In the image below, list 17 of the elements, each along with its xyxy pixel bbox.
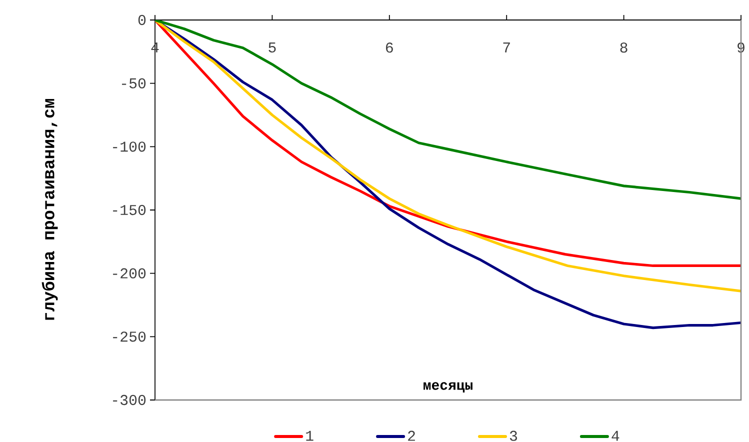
y-tick-label: 0: [138, 14, 146, 26]
x-axis-title: месяцы: [424, 382, 472, 392]
x-tick-label: 8: [620, 42, 628, 53]
y-tick-label: -300: [113, 394, 146, 406]
x-tick-label: 7: [503, 42, 510, 52]
y-tick-label: -200: [113, 268, 146, 278]
y-tick-label: -100: [113, 142, 146, 152]
legend-label: 4: [612, 430, 620, 441]
legend-label: 3: [510, 430, 518, 441]
legend-label: 2: [408, 430, 415, 441]
y-tick-label: -50: [122, 78, 146, 88]
y-axis-title: глубина протаивания,см: [42, 99, 58, 320]
y-tick-label: -250: [113, 332, 146, 342]
x-tick-label: 5: [268, 42, 276, 52]
y-tick-label: -150: [113, 204, 146, 216]
x-tick-label: 6: [386, 42, 393, 53]
legend-label: 1: [306, 430, 314, 441]
